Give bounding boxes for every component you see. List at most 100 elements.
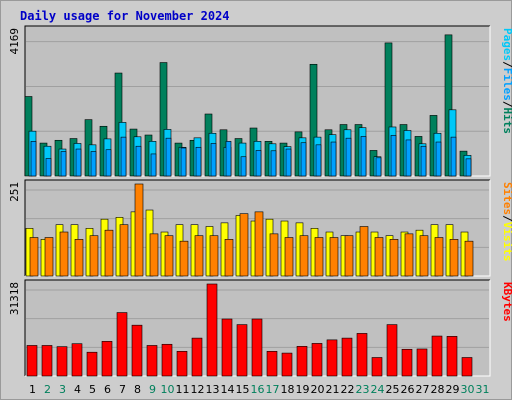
panel-legend: Sites/Visits [501, 182, 512, 262]
bar-files [465, 158, 472, 177]
bar-files [270, 150, 277, 177]
max-value-label: 4169 [8, 28, 21, 55]
day-label: 26 [401, 383, 415, 396]
legend-hits: Hits [501, 108, 512, 135]
bar-files [285, 148, 292, 177]
day-label: 9 [149, 383, 156, 396]
bar-kbytes [191, 337, 203, 377]
day-label: 2 [44, 383, 51, 396]
day-label: 24 [371, 383, 385, 396]
legend-kbytes: KBytes [501, 282, 512, 322]
day-label: 21 [326, 383, 340, 396]
bar-sites [224, 239, 234, 277]
legend-visits: Visits [501, 222, 512, 262]
bar-files [135, 145, 142, 177]
bar-sites [314, 237, 324, 277]
day-label: 22 [341, 383, 355, 396]
bar-kbytes [296, 346, 308, 377]
bar-kbytes [326, 339, 338, 377]
bar-sites [299, 235, 309, 277]
bar-kbytes [416, 348, 428, 377]
bar-sites [44, 237, 54, 277]
day-label: 18 [281, 383, 295, 396]
bar-sites [149, 233, 159, 277]
day-label: 17 [266, 383, 280, 396]
day-label: 7 [119, 383, 126, 396]
bar-sites [434, 237, 444, 277]
bar-sites [449, 239, 459, 277]
bar-kbytes [101, 341, 113, 377]
day-label: 8 [134, 383, 141, 396]
bar-sites [194, 235, 204, 277]
bar-kbytes [71, 343, 83, 377]
bar-sites [389, 239, 399, 277]
bar-sites [89, 235, 99, 277]
bar-sites [104, 229, 114, 277]
bar-kbytes [26, 345, 38, 377]
bar-kbytes [116, 312, 128, 377]
bar-sites [29, 237, 39, 277]
bar-sites [419, 235, 429, 277]
bar-hits [309, 63, 318, 177]
legend-separator: / [501, 215, 512, 222]
bar-files [30, 141, 37, 177]
chart-title: Daily usage for November 2024 [20, 9, 230, 23]
bar-sites [344, 235, 354, 277]
bar-hits [159, 62, 168, 177]
bar-files [165, 137, 172, 177]
bar-kbytes [311, 343, 323, 377]
day-label: 11 [176, 383, 190, 396]
bar-sites [239, 213, 249, 277]
max-value-label: 251 [8, 182, 21, 202]
bar-files [300, 142, 307, 177]
day-label: 30 [461, 383, 475, 396]
bar-hits [384, 42, 393, 177]
day-label: 4 [74, 383, 81, 396]
bar-kbytes [281, 352, 293, 377]
bar-files [435, 141, 442, 177]
bar-files [195, 146, 202, 177]
day-label: 5 [89, 383, 96, 396]
bar-files [180, 147, 187, 177]
legend-separator: / [501, 101, 512, 108]
bar-files [225, 141, 232, 177]
bar-files [405, 139, 412, 177]
bar-sites [464, 240, 474, 277]
bar-hits [444, 34, 453, 177]
bar-sites [119, 224, 129, 277]
bar-kbytes [236, 324, 248, 377]
bar-sites [74, 239, 84, 277]
bar-kbytes [146, 345, 158, 377]
bar-kbytes [86, 351, 98, 377]
bar-files [255, 150, 262, 177]
day-label: 1 [29, 383, 36, 396]
bar-sites [209, 235, 219, 277]
bar-sites [284, 237, 294, 277]
day-label: 12 [191, 383, 205, 396]
legend-pages: Pages [501, 28, 512, 61]
bar-kbytes [431, 335, 443, 377]
day-label: 10 [161, 383, 175, 396]
bar-files [90, 151, 97, 177]
bar-files [360, 136, 367, 177]
panel-border-dark [24, 279, 490, 376]
bar-files [450, 136, 457, 177]
bar-sites [164, 235, 174, 277]
bar-kbytes [356, 333, 368, 377]
day-label: 28 [431, 383, 445, 396]
panel-visits-sites: 251 Sites/Visits [8, 179, 512, 277]
bar-sites [254, 211, 264, 277]
bar-kbytes [251, 318, 263, 377]
bar-files [390, 135, 397, 177]
panel-legend: Pages/Files/Hits [501, 28, 512, 134]
bar-files [45, 158, 52, 177]
bar-kbytes [386, 324, 398, 377]
bar-files [75, 148, 82, 177]
day-label: 25 [386, 383, 400, 396]
max-value-label: 31318 [8, 282, 21, 315]
legend-files: Files [501, 68, 512, 101]
bar-sites [329, 237, 339, 277]
bar-kbytes [41, 345, 53, 377]
